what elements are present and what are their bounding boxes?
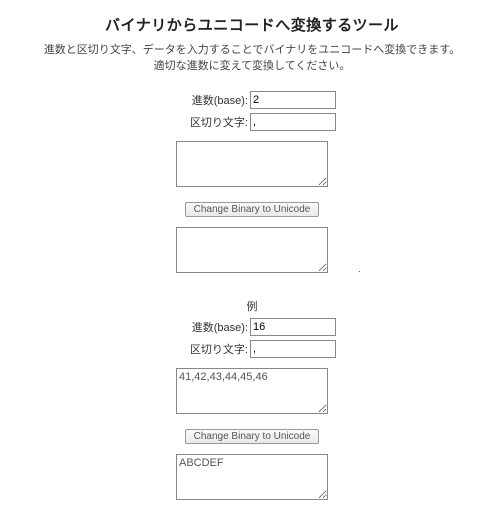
delimiter-input[interactable] [250,113,336,131]
base-row: 進数(base): [18,91,486,109]
converter-form: 進数(base): 区切り文字: Change Binary to Unicod… [18,91,486,284]
base-input[interactable] [250,91,336,109]
base-label: 進数(base): [168,92,248,108]
desc-line-1: 進数と区切り文字、データを入力することでバイナリをユニコードへ変換できます。 [44,44,460,56]
example-unicode-output-textarea[interactable] [176,454,328,500]
example-convert-button[interactable]: Change Binary to Unicode [185,429,320,444]
page-title: バイナリからユニコードへ変換するツール [18,14,486,35]
binary-input-textarea[interactable] [176,141,328,187]
example-delimiter-input[interactable] [250,340,336,358]
desc-line-2: 適切な進数に変えて変換してください。 [154,60,351,72]
example-binary-input-textarea[interactable] [176,368,328,414]
example-section: 例 進数(base): 区切り文字: Change Binary to Unic… [18,298,486,511]
example-base-input[interactable] [250,318,336,336]
example-delimiter-row: 区切り文字: [18,340,486,358]
unicode-output-textarea[interactable] [176,227,328,273]
example-base-row: 進数(base): [18,318,486,336]
example-heading: 例 [18,298,486,314]
convert-button[interactable]: Change Binary to Unicode [185,202,320,217]
example-delimiter-label: 区切り文字: [168,341,248,357]
delimiter-row: 区切り文字: [18,113,486,131]
example-base-label: 進数(base): [168,319,248,335]
stray-dot: . [358,264,361,275]
page-description: 進数と区切り文字、データを入力することでバイナリをユニコードへ変換できます。 適… [18,43,486,75]
delimiter-label: 区切り文字: [168,114,248,130]
page-root: バイナリからユニコードへ変換するツール 進数と区切り文字、データを入力することで… [0,0,504,511]
